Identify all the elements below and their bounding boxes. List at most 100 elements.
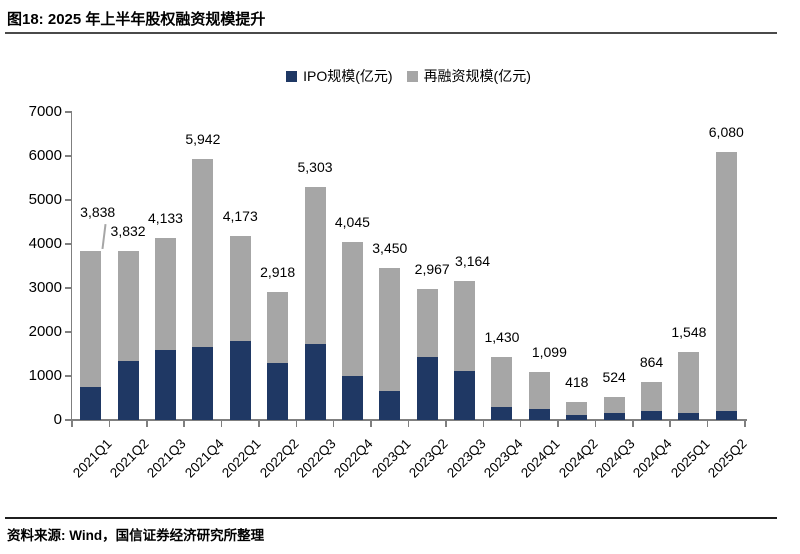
- bar-2023Q1-ipo-segment: [379, 391, 401, 420]
- x-axis-label-2021Q3: 2021Q3: [144, 436, 190, 481]
- bar-2022Q3-ipo-segment: [304, 343, 326, 420]
- x-tick-mark: [220, 421, 223, 427]
- x-axis-label-2023Q3: 2023Q3: [443, 436, 489, 481]
- bar-2023Q2-refinancing-segment: [416, 289, 438, 358]
- bar-2021Q1-refinancing-segment: [80, 251, 102, 387]
- x-axis-label-2023Q1: 2023Q1: [368, 436, 414, 481]
- y-axis-label-5000: 5000: [28, 191, 62, 208]
- total-label-2025Q2: 6,080: [708, 124, 744, 141]
- bar-2024Q3-refinancing-segment: [603, 396, 625, 413]
- y-axis-label-2000: 2000: [28, 323, 62, 340]
- bar-2021Q4-refinancing-segment: [192, 158, 214, 347]
- x-tick-mark: [108, 421, 111, 427]
- total-label-2021Q3: 4,133: [147, 210, 183, 227]
- total-label-2024Q3: 524: [602, 368, 626, 385]
- total-label-2025Q1: 1,548: [671, 323, 707, 340]
- y-axis-label-1000: 1000: [28, 367, 62, 384]
- x-tick-mark: [482, 421, 485, 427]
- total-label-2023Q1: 3,450: [372, 240, 408, 257]
- x-axis-label-2022Q4: 2022Q4: [331, 436, 377, 481]
- bar-2021Q1-ipo-segment: [80, 386, 102, 420]
- x-axis-label-2024Q4: 2024Q4: [630, 436, 676, 481]
- y-tick-mark: [65, 243, 72, 245]
- bar-2023Q1-refinancing-segment: [379, 268, 401, 392]
- y-tick-mark: [65, 111, 72, 113]
- x-axis: [70, 419, 747, 421]
- plot-area: 0 1000 2000 3000 4000 5000 6000 7000 3,838 2021Q1…: [28, 103, 750, 481]
- y-tick-mark: [65, 155, 72, 157]
- x-tick-mark: [71, 421, 73, 427]
- x-axis-label-2021Q4: 2021Q4: [181, 436, 227, 481]
- y-axis-label-6000: 6000: [28, 147, 62, 164]
- figure-title: 图18: 2025 年上半年股权融资规模提升: [7, 11, 266, 28]
- total-label-2024Q2: 418: [565, 373, 589, 390]
- chart-legend: IPO规模(亿元) 再融资规模(亿元): [72, 66, 745, 86]
- total-label-2024Q1: 1,099: [531, 343, 567, 360]
- x-axis-label-2021Q2: 2021Q2: [107, 436, 152, 481]
- y-axis-label-7000: 7000: [28, 103, 62, 120]
- x-axis-label-2023Q4: 2023Q4: [481, 436, 526, 481]
- bar-2022Q1-refinancing-segment: [229, 236, 251, 342]
- bar-2024Q4-ipo-segment: [641, 410, 663, 420]
- x-axis-label-2024Q2: 2024Q2: [555, 436, 601, 481]
- bar-2024Q1-ipo-segment: [528, 409, 550, 420]
- bar-2021Q3-refinancing-segment: [154, 238, 176, 351]
- bar-2022Q2-ipo-segment: [267, 362, 289, 420]
- x-axis-label-2025Q1: 2025Q1: [667, 436, 713, 481]
- bar-2021Q4-ipo-segment: [192, 346, 214, 420]
- y-axis-label-4000: 4000: [28, 235, 62, 252]
- bar-2024Q3-ipo-segment: [603, 412, 625, 420]
- x-tick-mark: [594, 421, 597, 427]
- bar-2022Q4-ipo-segment: [341, 376, 363, 420]
- total-label-2022Q4: 4,045: [334, 214, 370, 231]
- x-axis-label-2022Q3: 2022Q3: [294, 436, 339, 481]
- x-tick-mark: [332, 421, 335, 427]
- legend-label-ipo: IPO规模(亿元): [303, 68, 393, 84]
- footer-divider: [5, 517, 777, 519]
- total-label-2021Q4: 5,942: [185, 130, 221, 147]
- bar-2025Q2-ipo-segment: [715, 410, 737, 420]
- y-axis: [70, 112, 72, 421]
- bar-2022Q4-refinancing-segment: [341, 242, 363, 376]
- legend-item-refinancing: 再融资规模(亿元): [406, 66, 531, 86]
- bar-2022Q2-refinancing-segment: [267, 291, 289, 363]
- x-axis-label-2024Q3: 2024Q3: [593, 436, 638, 481]
- total-label-2022Q3: 5,303: [297, 158, 333, 175]
- x-axis-label-2022Q1: 2022Q1: [219, 436, 264, 481]
- x-tick-mark: [744, 421, 746, 427]
- bar-2022Q3-refinancing-segment: [304, 186, 326, 344]
- total-label-2024Q4: 864: [639, 353, 664, 370]
- x-tick-mark: [370, 421, 372, 427]
- x-tick-mark: [146, 421, 148, 427]
- y-tick-mark: [65, 287, 72, 289]
- total-label-2022Q2: 2,918: [260, 263, 296, 280]
- x-tick-mark: [669, 421, 671, 427]
- legend-item-ipo: IPO规模(亿元): [286, 66, 393, 86]
- total-label-2022Q1: 4,173: [222, 208, 258, 225]
- bar-2023Q2-ipo-segment: [416, 357, 438, 420]
- bar-2025Q2-refinancing-segment: [715, 152, 737, 411]
- x-tick-mark: [519, 421, 522, 427]
- total-label-2021Q2: 3,832: [110, 223, 146, 240]
- bar-2021Q3-ipo-segment: [154, 350, 176, 420]
- x-axis-label-2023Q2: 2023Q2: [406, 436, 451, 481]
- bar-2022Q1-ipo-segment: [229, 341, 251, 420]
- x-tick-mark: [183, 421, 185, 427]
- y-tick-mark: [65, 375, 72, 377]
- bar-2025Q1-refinancing-segment: [678, 351, 700, 413]
- bar-2024Q2-ipo-segment: [566, 415, 588, 420]
- bar-2024Q2-refinancing-segment: [566, 401, 588, 416]
- x-tick-mark: [557, 421, 559, 427]
- legend-swatch-ipo: [286, 70, 298, 82]
- x-axis-label-2022Q2: 2022Q2: [256, 436, 302, 481]
- y-axis-label-3000: 3000: [28, 279, 62, 296]
- x-axis-label-2021Q1: 2021Q1: [69, 436, 115, 481]
- y-tick-mark: [65, 419, 72, 421]
- total-label-2023Q4: 1,430: [484, 329, 520, 346]
- bar-2021Q2-ipo-segment: [117, 361, 139, 420]
- x-tick-mark: [445, 421, 447, 427]
- x-tick-mark: [706, 421, 709, 427]
- total-label-2021Q1: 3,838: [80, 204, 116, 221]
- legend-swatch-refinancing: [406, 70, 418, 82]
